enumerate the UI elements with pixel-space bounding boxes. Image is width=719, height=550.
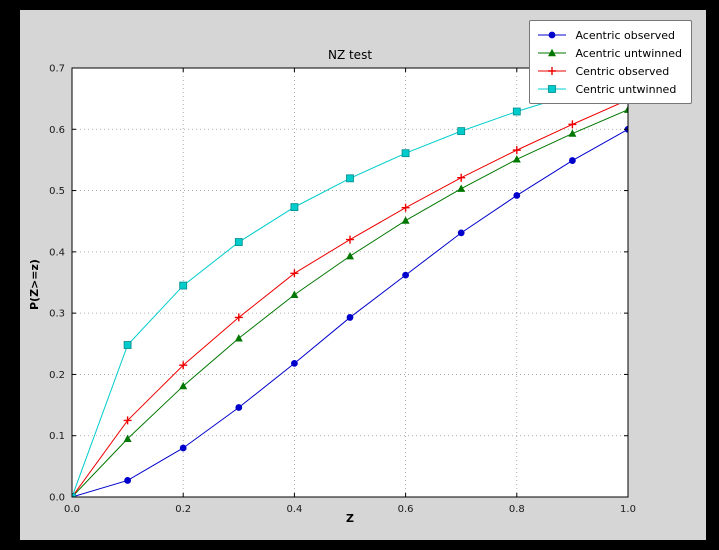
- y-tick-label: 0.3: [49, 309, 65, 320]
- x-tick-label: 0.4: [286, 504, 302, 515]
- x-axis-label: Z: [346, 512, 354, 525]
- y-tick-label: 0.4: [49, 247, 65, 258]
- legend-sample-line: [538, 31, 567, 39]
- legend-item: Acentric observed: [536, 26, 682, 44]
- x-tick-label: 0.6: [398, 504, 414, 515]
- legend-item: Acentric untwinned: [536, 44, 682, 62]
- y-tick-label: 0.1: [49, 431, 65, 442]
- axes-background: [72, 68, 628, 497]
- legend-label: Acentric observed: [575, 28, 675, 42]
- legend-sample-line: [538, 85, 567, 93]
- y-axis-label: P(Z>=z): [28, 259, 41, 310]
- y-tick-label: 0.5: [49, 186, 65, 197]
- chart-title: NZ test: [327, 48, 373, 62]
- tick-labels: 0.0 0.2 0.4 0.6 0.8 1.0 0.0 0.1 0.2 0.3 0.4 0.5 0.6 0…: [49, 64, 636, 516]
- y-tick-label: 0.6: [49, 125, 65, 136]
- x-tick-label: 1.0: [620, 504, 636, 515]
- legend-item: Centric observed: [536, 62, 682, 80]
- y-tick-label: 0.2: [49, 370, 65, 381]
- legend-item: Centric untwinned: [536, 80, 682, 98]
- series-markers-acentric-untwinned: [72, 105, 628, 497]
- y-tick-label: 0.0: [49, 493, 65, 504]
- legend: Acentric observed Acentric untwinned Centr…: [529, 20, 692, 104]
- ticks: [71, 67, 629, 498]
- legend-label: Centric observed: [575, 64, 670, 78]
- y-tick-label: 0.7: [49, 64, 65, 75]
- legend-label: Centric untwinned: [575, 82, 677, 96]
- series-markers-acentric-observed: [72, 125, 628, 497]
- legend-sample-line: [538, 48, 567, 57]
- legend-sample-line: [538, 67, 567, 75]
- figure: 0.0 0.2 0.4 0.6 0.8 1.0 0.0 0.1 0.2 0.3 0.4 0.5 0.6 0…: [20, 10, 706, 540]
- x-tick-label: 0.2: [175, 504, 191, 515]
- series-markers-centric-observed: [72, 95, 628, 497]
- x-tick-label: 0.8: [509, 504, 525, 515]
- axes-spines: [71, 67, 629, 498]
- legend-label: Acentric untwinned: [575, 46, 682, 60]
- plot-area: 0.0 0.2 0.4 0.6 0.8 1.0 0.0 0.1 0.2 0.3 0.4 0.5 0.6 0…: [49, 64, 636, 516]
- x-tick-label: 0.0: [64, 504, 80, 515]
